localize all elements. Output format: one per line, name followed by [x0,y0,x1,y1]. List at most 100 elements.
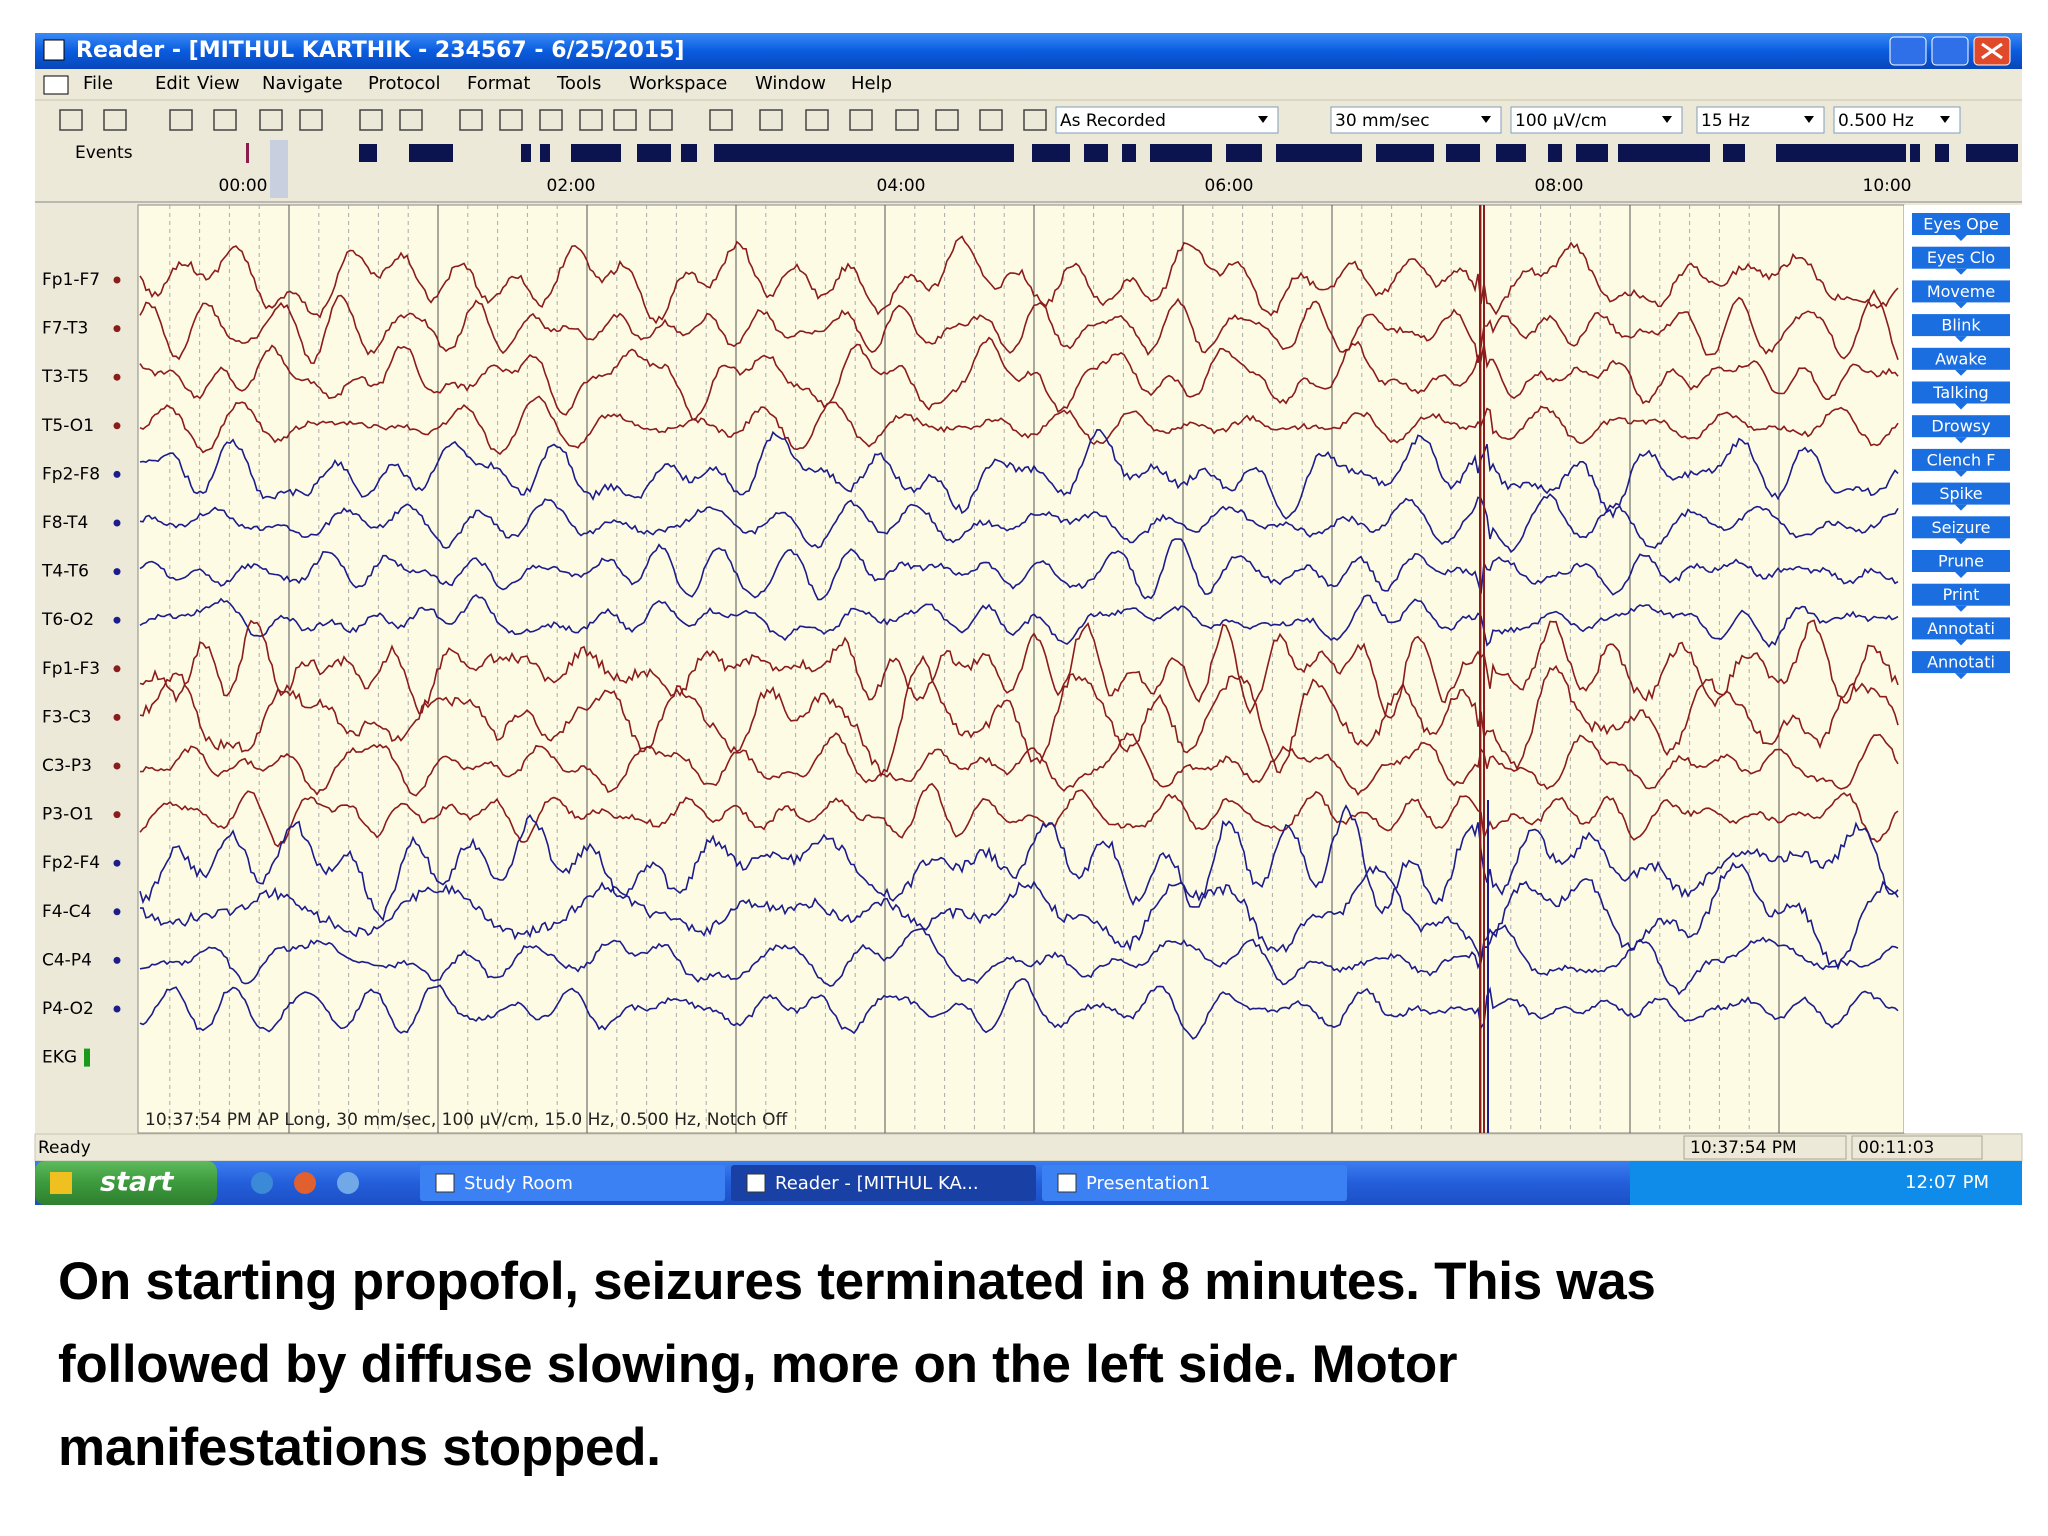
channel-marker [113,519,121,527]
dropdown[interactable] [1833,106,1961,134]
menu-item[interactable]: Format [467,73,530,94]
toolbar-icon[interactable] [499,109,523,131]
taskbar-item-label: Reader - [MITHUL KA... [775,1173,979,1194]
dropdown-arrow [1662,116,1672,123]
channel-marker [113,470,121,478]
restore-button[interactable] [1931,36,1969,66]
event-button-label: Clench F [1927,450,1996,469]
toolbar-icon[interactable] [359,109,383,131]
taskbar-item[interactable] [1042,1165,1347,1201]
event-button[interactable] [1912,213,2010,235]
channel-marker [113,568,121,576]
event-button-label: Spike [1939,484,1982,503]
toolbar-icon[interactable] [935,109,959,131]
toolbar-icon[interactable] [299,109,323,131]
channel-marker [113,422,121,430]
dropdown-value: 15 Hz [1701,111,1750,131]
channel-label: F3-C3 [42,707,91,727]
toolbar-icon[interactable] [539,109,563,131]
eeg-trace [139,782,1899,848]
start-label: start [100,1167,175,1198]
toolbar-icon[interactable] [895,109,919,131]
start-button[interactable] [35,1161,217,1205]
app-icon [43,39,65,61]
toolbar-icon[interactable] [579,109,603,131]
menu-item[interactable]: Workspace [629,73,727,94]
time-axis: 00:00 02:00 04:00 06:00 08:00 10:00 [35,176,2022,203]
eeg-trace [139,493,1899,554]
event-button[interactable] [1912,381,2010,404]
toolbar-icon[interactable] [1023,109,1047,131]
toolbar-icon[interactable] [759,109,783,131]
menu-item[interactable]: Help [851,73,892,94]
menu-item[interactable]: Tools [556,73,601,94]
channel-marker [113,1005,121,1013]
toolbar-icon[interactable] [849,109,873,131]
event-button[interactable] [1912,347,2010,370]
menu-item[interactable]: Window [755,73,826,94]
taskbar-item[interactable] [420,1165,725,1201]
eeg-trace [139,804,1899,922]
close-icon [1981,42,2003,60]
event-button[interactable] [1912,448,2010,471]
channel-label: P3-O1 [42,805,94,825]
event-button[interactable] [1912,246,2010,269]
minimize-button[interactable] [1889,36,1927,66]
menu-item[interactable]: Protocol [368,73,441,94]
menu-item[interactable]: Edit [155,73,190,94]
quick-launch-icon[interactable] [294,1172,316,1194]
toolbar-icon[interactable] [213,109,237,131]
event-button[interactable] [1912,583,2010,606]
toolbar-icon[interactable] [399,109,423,131]
event-button[interactable] [1912,482,2010,505]
toolbar-icon[interactable] [169,109,193,131]
dropdown[interactable] [1510,106,1683,134]
windows-logo [50,1172,72,1194]
event-button[interactable] [1912,651,2010,674]
event-button[interactable] [1912,516,2010,539]
event-button[interactable] [1912,550,2010,572]
button-pointer [1955,437,1967,444]
menu-item[interactable]: Navigate [262,73,343,94]
channel-marker [113,616,121,624]
event-button[interactable] [1912,280,2010,303]
dropdown[interactable] [1330,106,1502,134]
event-marker [1910,144,1920,162]
quick-launch-icon[interactable] [251,1172,273,1194]
time-tick-label: 02:00 [547,176,596,196]
toolbar-icon[interactable] [649,109,673,131]
menu-item[interactable]: View [197,73,240,94]
toolbar-icon[interactable] [103,109,127,131]
dropdown-arrow [1804,116,1814,123]
toolbar-icon[interactable] [459,109,483,131]
eeg-trace [139,654,1899,778]
window-title: Reader - [MITHUL KARTHIK - 234567 - 6/25… [76,38,684,63]
dropdown[interactable] [1696,106,1825,134]
button-pointer [1955,369,1967,376]
toolbar-icon[interactable] [613,109,637,131]
dropdown[interactable] [1055,106,1279,134]
traces [139,205,1899,1133]
button-pointer [1955,268,1967,275]
event-marker [1576,144,1608,162]
toolbar-icon[interactable] [805,109,829,131]
event-marker [1226,144,1262,162]
channel-label: Fp2-F8 [42,464,100,484]
event-button[interactable] [1912,314,2010,337]
channel-marker [113,713,121,721]
channel-label: T5-O1 [41,416,94,436]
event-button[interactable] [1912,617,2010,640]
toolbar-icon[interactable] [259,109,283,131]
toolbar-icon[interactable] [709,109,733,131]
menu-item[interactable]: File [83,73,113,94]
channel-label: P4-O2 [42,999,94,1019]
event-button[interactable] [1912,415,2010,438]
toolbar-icon[interactable] [59,109,83,131]
time-tick-label: 04:00 [877,176,926,196]
toolbar-icon[interactable] [979,109,1003,131]
dropdown-value: 0.500 Hz [1838,111,1914,131]
quick-launch-icon[interactable] [337,1172,359,1194]
button-pointer [1955,639,1967,646]
taskbar-item[interactable] [731,1165,1036,1201]
